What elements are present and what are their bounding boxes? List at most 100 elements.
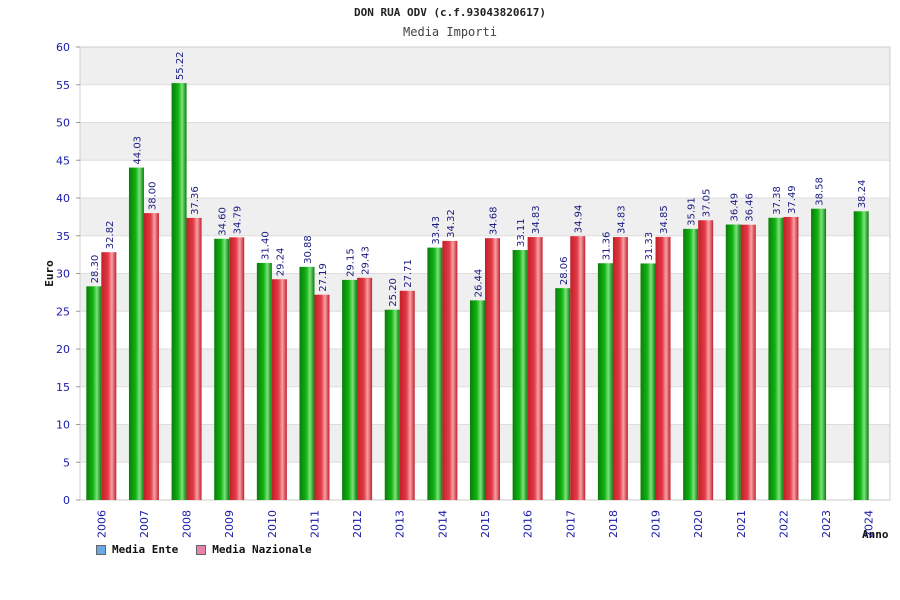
data-label-nazionale: 36.46	[744, 193, 755, 222]
data-label-ente: 38.24	[857, 180, 868, 209]
data-label-ente: 29.15	[346, 248, 357, 277]
data-label-nazionale: 37.49	[787, 185, 798, 214]
x-tick-label: 2014	[436, 510, 449, 538]
data-label-ente: 36.49	[729, 193, 740, 222]
x-tick-label: 2012	[351, 510, 364, 538]
x-tick-label: 2021	[735, 510, 748, 538]
bar-nazionale	[442, 240, 458, 500]
x-tick-label: 2016	[522, 510, 535, 538]
bar-nazionale	[186, 217, 202, 500]
y-tick-label: 45	[56, 154, 70, 167]
bar-nazionale	[527, 237, 543, 500]
data-label-ente: 28.06	[559, 257, 570, 286]
data-label-nazionale: 34.83	[616, 205, 627, 234]
bar-ente	[512, 250, 528, 500]
data-label-nazionale: 29.24	[275, 248, 286, 277]
bar-ente	[214, 238, 230, 500]
legend: Media Ente Media Nazionale	[96, 543, 312, 556]
x-tick-label: 2022	[777, 510, 790, 538]
chart-title: DON RUA ODV (c.f.93043820617)	[353, 6, 547, 19]
data-label-ente: 25.20	[388, 278, 399, 307]
bar-ente	[342, 279, 358, 500]
bar-nazionale	[740, 224, 756, 501]
data-label-nazionale: 34.85	[659, 205, 670, 234]
x-tick-label: 2019	[650, 510, 663, 538]
x-tick-label: 2007	[138, 510, 151, 538]
bar-nazionale	[570, 236, 586, 500]
data-label-ente: 44.03	[132, 136, 143, 165]
bar-ente	[470, 300, 485, 500]
data-label-ente: 33.43	[431, 216, 442, 245]
bar-ente	[427, 247, 443, 500]
bar-nazionale	[357, 277, 373, 500]
bar-ente	[128, 167, 144, 501]
y-tick-label: 50	[56, 117, 70, 130]
bar-nazionale	[271, 279, 287, 500]
bar-ente	[811, 208, 827, 500]
data-label-ente: 26.44	[474, 269, 485, 298]
x-tick-label: 2024	[863, 510, 876, 538]
data-label-nazionale: 38.00	[147, 181, 158, 210]
legend-swatch-nazionale	[196, 544, 207, 555]
y-tick-label: 5	[63, 456, 70, 469]
legend-item-nazionale: Media Nazionale	[196, 543, 312, 556]
data-label-ente: 33.11	[516, 218, 527, 247]
x-tick-label: 2015	[479, 510, 492, 538]
x-tick-label: 2010	[266, 510, 279, 538]
bar-nazionale	[229, 237, 245, 500]
legend-label-ente: Media Ente	[112, 543, 179, 556]
data-label-ente: 55.22	[175, 51, 186, 80]
data-label-ente: 31.33	[644, 232, 655, 261]
x-tick-label: 2020	[692, 510, 705, 538]
data-label-ente: 37.38	[772, 186, 783, 215]
y-tick-label: 25	[56, 305, 70, 318]
chart-subtitle: Media Importi	[403, 25, 497, 39]
grid-band	[80, 47, 890, 85]
data-label-ente: 38.58	[815, 177, 826, 206]
bar-nazionale	[485, 238, 500, 500]
data-label-nazionale: 37.05	[702, 189, 713, 218]
legend-swatch-ente	[96, 544, 106, 555]
bar-ente	[725, 224, 741, 501]
y-axis-label: Euro	[43, 260, 56, 287]
data-label-ente: 30.88	[303, 235, 314, 264]
legend-item-ente: Media Ente	[96, 543, 178, 556]
bar-ente	[683, 228, 699, 500]
x-tick-label: 2023	[820, 510, 833, 538]
legend-label-nazionale: Media Nazionale	[212, 543, 312, 556]
data-label-ente: 28.30	[90, 255, 101, 284]
y-tick-label: 35	[56, 230, 70, 243]
data-label-nazionale: 27.19	[318, 263, 329, 292]
bar-nazionale	[143, 213, 159, 500]
bar-ente	[597, 263, 613, 500]
bar-ente	[640, 263, 656, 500]
data-label-ente: 31.36	[601, 232, 612, 261]
bar-ente	[256, 262, 272, 500]
bar-ente	[299, 266, 315, 500]
bar-ente	[171, 83, 187, 501]
y-tick-label: 15	[56, 381, 70, 394]
x-tick-label: 2009	[223, 510, 236, 538]
data-label-nazionale: 34.94	[574, 205, 585, 234]
data-label-nazionale: 32.82	[105, 221, 116, 250]
data-label-ente: 34.60	[218, 207, 229, 236]
x-tick-label: 2008	[181, 510, 194, 538]
data-label-nazionale: 34.79	[233, 206, 244, 235]
y-tick-label: 40	[56, 192, 70, 205]
bar-nazionale	[655, 236, 671, 500]
x-tick-label: 2011	[308, 510, 321, 538]
data-label-ente: 31.40	[260, 231, 271, 260]
y-tick-label: 10	[56, 419, 70, 432]
y-tick-label: 0	[63, 494, 70, 507]
y-tick-label: 60	[56, 41, 70, 54]
y-tick-label: 20	[56, 343, 70, 356]
data-label-nazionale: 34.68	[489, 207, 500, 236]
x-tick-label: 2006	[95, 510, 108, 538]
data-label-nazionale: 34.32	[446, 209, 457, 238]
y-tick-label: 30	[56, 268, 70, 281]
bar-ente	[384, 309, 400, 500]
bar-nazionale	[101, 252, 117, 500]
x-axis-label: Anno	[862, 528, 889, 541]
bar-nazionale	[783, 216, 799, 500]
